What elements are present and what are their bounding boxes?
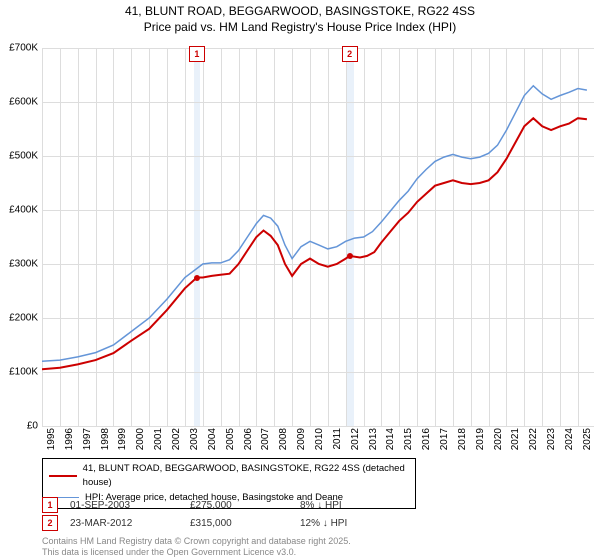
sale-price-2: £315,000 [190,518,300,529]
footer-line1: Contains HM Land Registry data © Crown c… [42,536,351,547]
sale-date-1: 01-SEP-2003 [70,500,190,511]
sale-point-dot [194,275,200,281]
legend-swatch-property [49,475,77,477]
chart-title-block: 41, BLUNT ROAD, BEGGARWOOD, BASINGSTOKE,… [0,0,600,35]
x-tick-label: 2015 [403,428,414,450]
x-tick-label: 2006 [243,428,254,450]
x-tick-label: 2004 [207,428,218,450]
sales-table: 1 01-SEP-2003 £275,000 8% ↓ HPI 2 23-MAR… [42,496,430,532]
y-tick-label: £0 [27,421,38,432]
sale-diff-1: 8% ↓ HPI [300,500,430,511]
chart-area: £0£100K£200K£300K£400K£500K£600K£700K199… [42,48,594,426]
x-tick-label: 2008 [278,428,289,450]
y-tick-label: £400K [9,205,38,216]
chart-marker-2: 2 [342,46,358,62]
y-tick-label: £700K [9,43,38,54]
x-tick-label: 2020 [493,428,504,450]
legend-label-property: 41, BLUNT ROAD, BEGGARWOOD, BASINGSTOKE,… [83,462,409,491]
marker-box-1: 1 [42,497,58,513]
sale-date-2: 23-MAR-2012 [70,518,190,529]
x-tick-label: 2009 [296,428,307,450]
x-tick-label: 2003 [189,428,200,450]
legend-row-property: 41, BLUNT ROAD, BEGGARWOOD, BASINGSTOKE,… [49,462,409,491]
y-tick-label: £300K [9,259,38,270]
x-tick-label: 2025 [582,428,593,450]
x-tick-label: 2012 [350,428,361,450]
x-tick-label: 2021 [510,428,521,450]
chart-marker-1: 1 [189,46,205,62]
y-tick-label: £100K [9,367,38,378]
x-tick-label: 2017 [439,428,450,450]
marker-box-2: 2 [42,515,58,531]
sale-marker-2: 2 [42,515,70,531]
x-tick-label: 2023 [546,428,557,450]
x-tick-label: 2016 [421,428,432,450]
x-tick-label: 2022 [528,428,539,450]
x-tick-label: 1995 [46,428,57,450]
title-line2: Price paid vs. HM Land Registry's House … [0,20,600,36]
y-tick-label: £500K [9,151,38,162]
x-tick-label: 2011 [332,428,343,450]
x-tick-label: 1999 [117,428,128,450]
sale-row-2: 2 23-MAR-2012 £315,000 12% ↓ HPI [42,514,430,532]
series-hpi [42,86,587,361]
x-tick-label: 1997 [82,428,93,450]
x-tick-label: 2010 [314,428,325,450]
y-tick-label: £200K [9,313,38,324]
sale-row-1: 1 01-SEP-2003 £275,000 8% ↓ HPI [42,496,430,514]
footer-line2: This data is licensed under the Open Gov… [42,547,351,558]
x-tick-label: 2001 [153,428,164,450]
sale-point-dot [347,253,353,259]
title-line1: 41, BLUNT ROAD, BEGGARWOOD, BASINGSTOKE,… [0,4,600,20]
x-tick-label: 2018 [457,428,468,450]
x-tick-label: 2005 [225,428,236,450]
x-tick-label: 2002 [171,428,182,450]
sale-diff-2: 12% ↓ HPI [300,518,430,529]
y-tick-label: £600K [9,97,38,108]
series-svg [42,48,594,426]
sale-marker-1: 1 [42,497,70,513]
x-tick-label: 2013 [368,428,379,450]
chart-container: 41, BLUNT ROAD, BEGGARWOOD, BASINGSTOKE,… [0,0,600,560]
x-tick-label: 1996 [64,428,75,450]
sale-price-1: £275,000 [190,500,300,511]
x-tick-label: 2014 [385,428,396,450]
x-tick-label: 2007 [260,428,271,450]
x-tick-label: 2000 [135,428,146,450]
x-tick-label: 2019 [475,428,486,450]
x-tick-label: 1998 [100,428,111,450]
footer-attribution: Contains HM Land Registry data © Crown c… [42,536,351,558]
x-tick-label: 2024 [564,428,575,450]
plot-surface: £0£100K£200K£300K£400K£500K£600K£700K199… [42,48,594,426]
